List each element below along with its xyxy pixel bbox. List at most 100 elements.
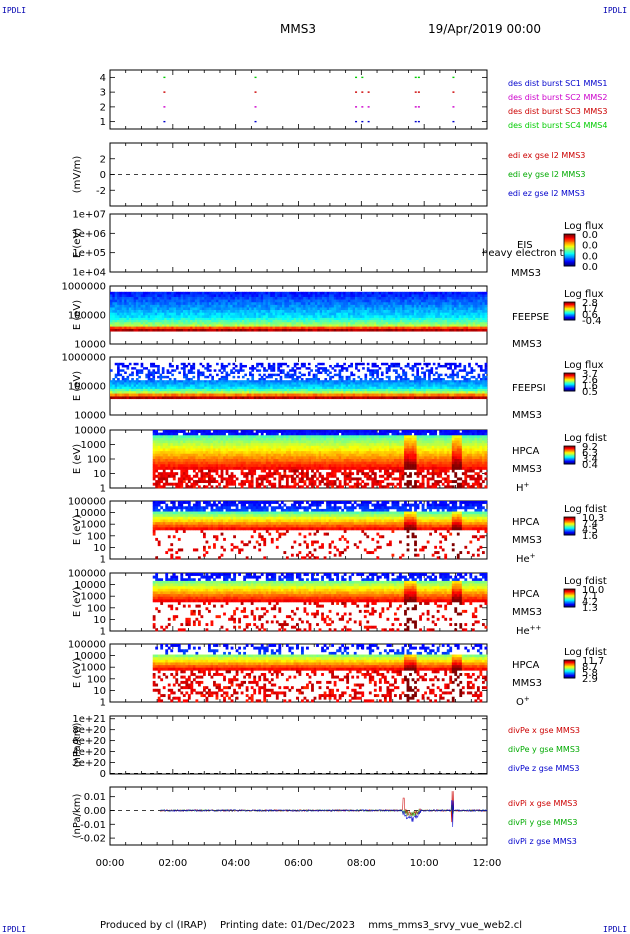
spectrogram-cell bbox=[373, 391, 377, 394]
spectrogram-cell bbox=[133, 382, 137, 385]
spectrogram-cell bbox=[150, 378, 153, 381]
spectrogram-cell bbox=[152, 432, 156, 436]
spectrogram-cell bbox=[435, 382, 438, 385]
spectrogram-cell bbox=[390, 291, 394, 295]
spectrogram-cell bbox=[289, 375, 292, 379]
spectrogram-cell bbox=[220, 386, 224, 390]
spectrogram-cell bbox=[291, 302, 295, 306]
spectrogram-cell bbox=[199, 304, 203, 308]
spectrogram-cell bbox=[442, 384, 445, 388]
spectrogram-cell bbox=[425, 369, 429, 372]
spectrogram-cell bbox=[303, 396, 306, 400]
spectrogram-cell bbox=[168, 324, 172, 327]
spectrogram-cell bbox=[150, 388, 153, 392]
spectrogram-cell bbox=[249, 328, 252, 332]
spectrogram-cell bbox=[154, 297, 158, 300]
spectrogram-cell bbox=[444, 384, 448, 388]
spectrogram-cell bbox=[300, 382, 304, 385]
spectrogram-cell bbox=[340, 304, 344, 308]
spectrogram-cell bbox=[307, 294, 311, 298]
spectrogram-cell bbox=[263, 369, 266, 372]
spectrogram-cell bbox=[291, 380, 295, 383]
spectrogram-cell bbox=[230, 391, 233, 394]
spectrogram-cell bbox=[117, 315, 120, 319]
spectrogram-cell bbox=[145, 326, 148, 330]
spectrogram-cell bbox=[402, 371, 405, 374]
colorbar-swatch bbox=[564, 312, 575, 314]
spectrogram-cell bbox=[293, 312, 297, 316]
spectrogram-cell bbox=[284, 315, 288, 319]
spectrogram-cell bbox=[145, 299, 148, 303]
spectrogram-cell bbox=[119, 299, 123, 303]
spectrogram-cell bbox=[418, 322, 422, 325]
spectrogram-cell bbox=[154, 299, 158, 303]
spectrogram-cell bbox=[456, 384, 460, 388]
spectrogram-cell bbox=[145, 294, 148, 298]
spectrogram-cell bbox=[404, 388, 408, 392]
spectrogram-cell bbox=[161, 312, 165, 316]
spectrogram-cell bbox=[347, 297, 351, 300]
spectrogram-cell bbox=[253, 324, 257, 327]
spectrogram-cell bbox=[286, 320, 290, 323]
spectrogram-cell bbox=[178, 315, 181, 319]
spectrogram-cell bbox=[423, 384, 427, 388]
spectrogram-cell bbox=[432, 391, 436, 394]
spectrogram-cell bbox=[230, 322, 233, 325]
spectrogram-cell bbox=[399, 378, 403, 381]
spectrogram-cell bbox=[114, 291, 118, 295]
spectrogram-cell bbox=[383, 297, 386, 300]
spectrogram-cell bbox=[152, 472, 156, 476]
spectrogram-cell bbox=[371, 382, 375, 385]
spectrogram-cell bbox=[237, 307, 240, 311]
spectrogram-cell bbox=[472, 317, 476, 321]
burst-mark bbox=[417, 106, 420, 108]
spectrogram-cell bbox=[187, 320, 191, 323]
spectrogram-cell bbox=[388, 320, 391, 323]
spectrogram-cell bbox=[319, 304, 323, 308]
spectrogram-cell bbox=[263, 388, 266, 392]
spectrogram-cell bbox=[451, 382, 455, 385]
spectrogram-cell bbox=[484, 307, 488, 311]
spectrogram-cell bbox=[355, 324, 358, 327]
spectrogram-cell bbox=[277, 362, 280, 366]
spectrogram-cell bbox=[256, 386, 259, 390]
spectrogram-cell bbox=[310, 324, 313, 327]
spectrogram-cell bbox=[319, 328, 323, 332]
spectrogram-cell bbox=[128, 386, 132, 390]
spectrogram-cell bbox=[432, 393, 436, 397]
spectrogram-cell bbox=[355, 312, 358, 316]
spectrogram-cell bbox=[479, 310, 483, 313]
colorbar-frame bbox=[563, 372, 576, 392]
spectrogram-cell bbox=[282, 382, 285, 385]
spectrogram-cell bbox=[472, 386, 476, 390]
spectrogram-cell bbox=[411, 304, 415, 308]
spectrogram-cell bbox=[475, 315, 478, 319]
spectrogram-cell bbox=[265, 315, 269, 319]
spectrogram-cell bbox=[392, 396, 396, 400]
spectrogram-cell bbox=[329, 326, 332, 330]
spectrogram-cell bbox=[482, 393, 485, 397]
spectrogram-cell bbox=[359, 326, 363, 330]
spectrogram-cell bbox=[128, 380, 132, 383]
spectrogram-cell bbox=[395, 328, 398, 332]
spectrogram-cell bbox=[390, 312, 394, 316]
spectrogram-cell bbox=[145, 386, 148, 390]
spectrogram-cell bbox=[338, 384, 342, 388]
spectrogram-cell bbox=[284, 291, 288, 295]
spectrogram-cell bbox=[484, 386, 488, 390]
spectrogram-cell bbox=[168, 307, 172, 311]
spectrogram-cell bbox=[336, 364, 339, 368]
spectrogram-cell bbox=[183, 380, 186, 383]
spectrogram-cell bbox=[161, 307, 165, 311]
spectrogram-cell bbox=[409, 326, 412, 330]
spectrogram-cell bbox=[357, 382, 361, 385]
spectrogram-cell bbox=[449, 317, 452, 321]
spectrogram-cell bbox=[225, 322, 229, 325]
spectrogram-cell bbox=[178, 371, 181, 374]
spectrogram-cell bbox=[286, 371, 290, 374]
spectrogram-cell bbox=[296, 307, 299, 311]
spectrogram-cell bbox=[442, 396, 445, 400]
spectrogram-cell bbox=[366, 315, 370, 319]
spectrogram-cell bbox=[468, 371, 471, 374]
spectrogram-cell bbox=[451, 307, 455, 311]
